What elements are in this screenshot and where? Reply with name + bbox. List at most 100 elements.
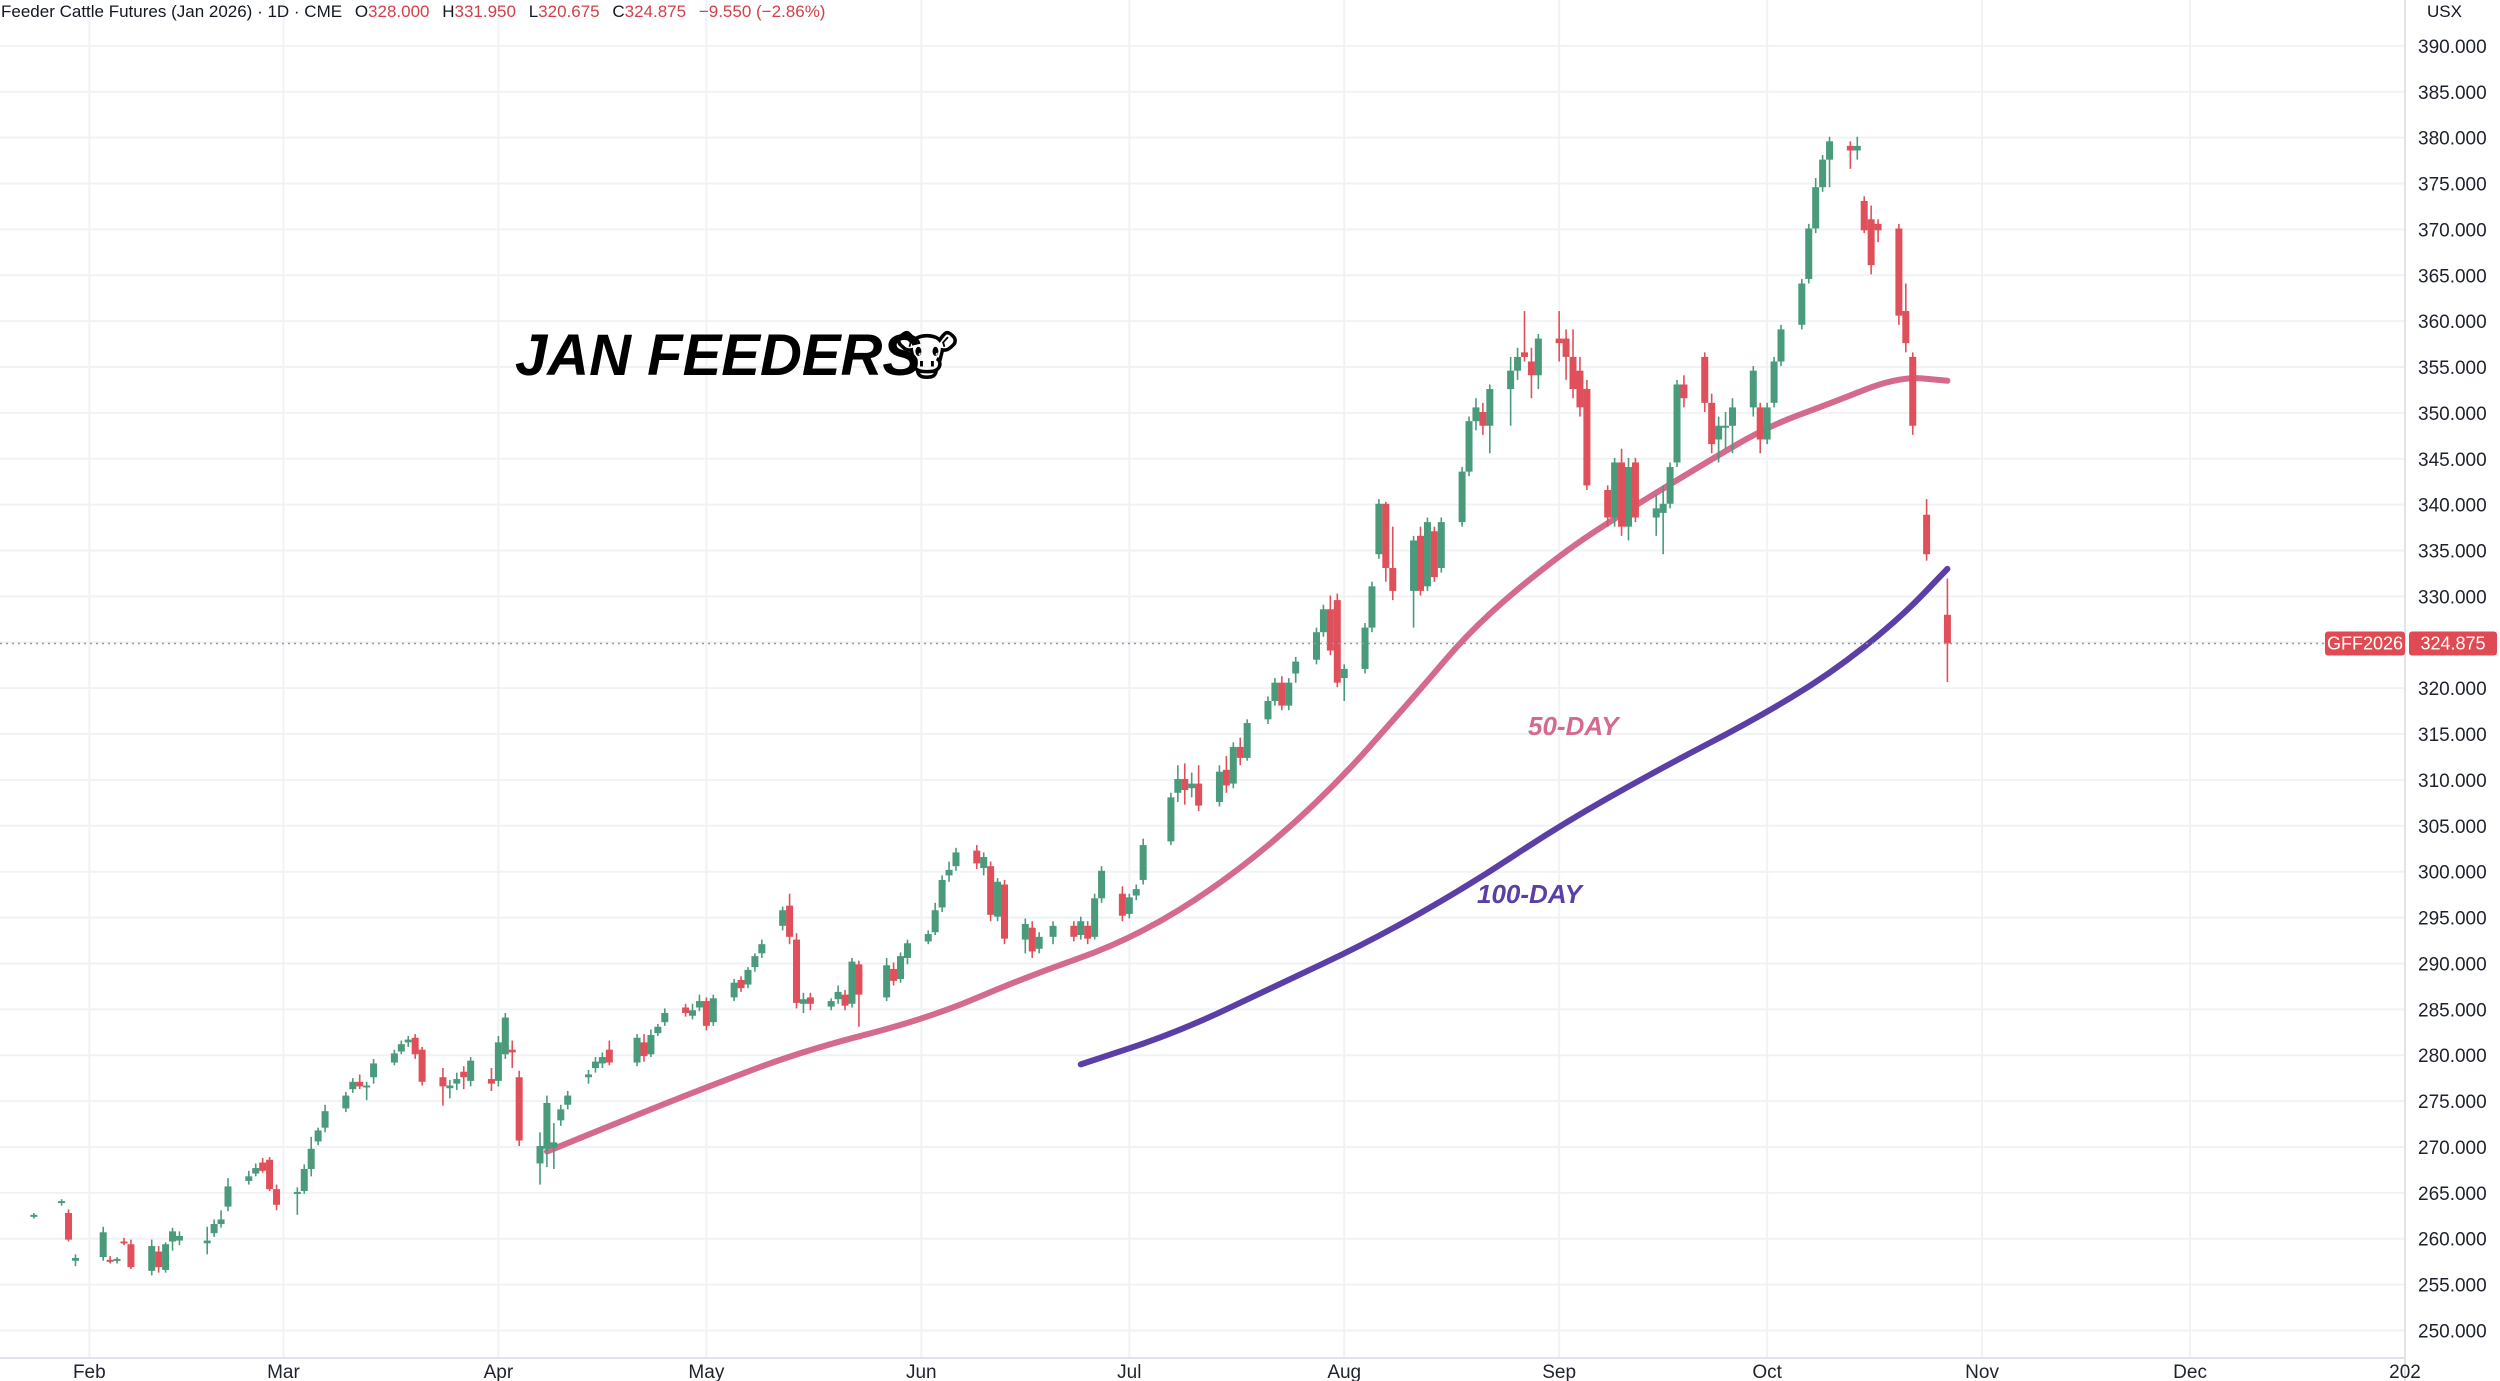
candle-body — [1652, 508, 1660, 518]
candle-body — [1819, 159, 1827, 188]
candle — [1368, 581, 1376, 633]
candle — [411, 1034, 419, 1059]
candle-body — [245, 1176, 253, 1181]
candle — [758, 939, 766, 958]
candle-body — [550, 1142, 558, 1148]
y-tick-label: 380.000 — [2418, 129, 2487, 150]
candle-body — [1853, 145, 1861, 151]
candle-body — [1722, 425, 1730, 428]
candle-body — [1624, 467, 1632, 527]
candle-body — [1826, 141, 1834, 160]
y-tick-label: 390.000 — [2418, 37, 2487, 58]
time-axis-labels[interactable]: Feb Mar Apr May Jun Jul Aug Sep Oct Nov Dec 202 — [73, 1362, 2421, 1381]
candle-body — [1181, 779, 1189, 791]
candle-body — [682, 1007, 690, 1013]
candle — [1722, 411, 1730, 449]
candle-body — [1812, 187, 1820, 229]
candle-body — [702, 1001, 710, 1026]
y-tick-label: 310.000 — [2418, 771, 2487, 792]
candle — [266, 1157, 274, 1192]
candle-body — [1576, 370, 1584, 408]
candle — [799, 992, 807, 1013]
candle-body — [1708, 402, 1716, 445]
candle — [779, 906, 787, 931]
price-axis-labels[interactable]: 250.000 255.000 260.000 265.000 270.000 275.0… — [2418, 37, 2487, 1343]
candle — [99, 1226, 107, 1261]
candle-body — [203, 1240, 211, 1244]
candle-body — [605, 1049, 613, 1063]
candle-body — [543, 1102, 551, 1149]
candle-body — [827, 1001, 835, 1007]
candle-body — [175, 1235, 183, 1241]
candle — [1340, 664, 1348, 702]
candle-body — [855, 964, 863, 995]
candle — [1001, 879, 1009, 945]
x-tick-label: Aug — [1327, 1362, 1361, 1381]
candle — [1562, 329, 1570, 380]
candle — [536, 1132, 544, 1185]
candle — [1479, 402, 1487, 435]
ma50-line — [543, 375, 1951, 1155]
candle-body — [169, 1231, 177, 1242]
candle-body — [751, 956, 759, 968]
candle — [494, 1035, 502, 1087]
candle-body — [259, 1162, 267, 1171]
candle-body — [293, 1191, 301, 1194]
candle-body — [1673, 384, 1681, 463]
candle — [1264, 696, 1272, 724]
candle-body — [695, 1001, 703, 1008]
candle-body — [1222, 769, 1230, 786]
candle-body — [1001, 884, 1009, 939]
candle-body — [411, 1037, 419, 1055]
x-tick-label: Sep — [1542, 1362, 1576, 1381]
candle-body — [1118, 893, 1126, 916]
legend-header[interactable]: Feeder Cattle Futures (Jan 2026) · 1D · … — [1, 2, 825, 21]
candle — [106, 1256, 114, 1264]
candle — [1028, 921, 1036, 958]
candle — [418, 1046, 426, 1086]
candle-body — [113, 1258, 121, 1261]
candle-body — [1867, 219, 1875, 266]
candle — [71, 1254, 79, 1267]
y-tick-label: 275.000 — [2418, 1092, 2487, 1113]
candle — [1909, 352, 1917, 435]
candle — [1507, 356, 1515, 426]
candle-body — [1569, 356, 1577, 390]
high-value: 331.950 — [455, 2, 516, 21]
candle-body — [370, 1063, 378, 1078]
candle-body — [1874, 223, 1882, 231]
candle-body — [1264, 701, 1272, 720]
candle-body — [640, 1042, 648, 1057]
candle — [1583, 379, 1591, 490]
candle — [1486, 384, 1494, 454]
candle — [203, 1226, 211, 1255]
candle-body — [1167, 797, 1175, 842]
candle-body — [1715, 425, 1723, 440]
candle — [1652, 494, 1660, 536]
x-tick-label: Apr — [484, 1362, 514, 1381]
candlestick-series — [30, 136, 1951, 1276]
y-tick-label: 265.000 — [2418, 1184, 2487, 1205]
candle-body — [1472, 407, 1480, 422]
candle — [564, 1090, 572, 1110]
currency-label[interactable]: USX — [2427, 2, 2462, 21]
y-tick-label: 335.000 — [2418, 542, 2487, 563]
candle — [1777, 324, 1785, 367]
candle-body — [557, 1109, 565, 1121]
candle-body — [71, 1257, 79, 1261]
candle — [1077, 916, 1085, 940]
y-tick-label: 300.000 — [2418, 863, 2487, 884]
candle-body — [1486, 389, 1494, 426]
candle — [1874, 219, 1882, 243]
candle — [1943, 578, 1951, 682]
candle-body — [1139, 845, 1147, 880]
x-tick-label: 202 — [2389, 1362, 2421, 1381]
ma50-label: 50-DAY — [1528, 711, 1621, 741]
candle — [1819, 155, 1827, 192]
candle — [689, 1003, 697, 1020]
candle — [1243, 719, 1251, 761]
candle — [1437, 517, 1445, 573]
high-label: H — [442, 2, 454, 21]
candle — [543, 1095, 551, 1168]
